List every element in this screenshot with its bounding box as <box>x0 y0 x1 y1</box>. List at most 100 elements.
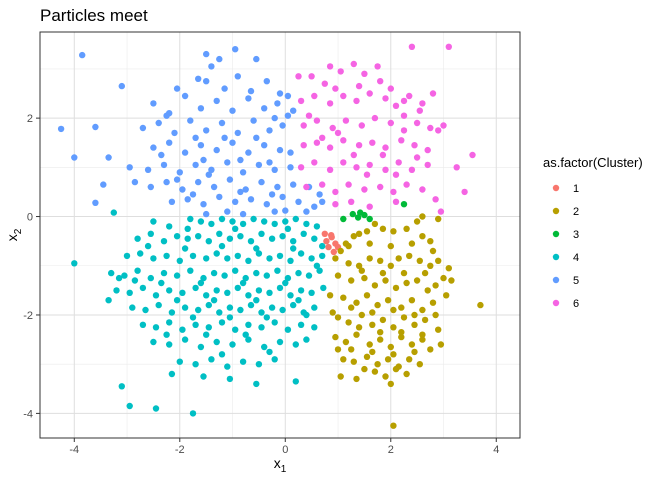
data-point-cluster-6 <box>305 112 313 119</box>
data-point-cluster-2 <box>443 292 450 299</box>
data-point-cluster-2 <box>445 265 452 272</box>
data-point-cluster-2 <box>379 316 387 324</box>
data-point-cluster-4 <box>131 277 139 284</box>
data-point-cluster-5 <box>79 51 86 59</box>
data-point-cluster-4 <box>282 279 289 287</box>
data-point-cluster-5 <box>216 193 223 201</box>
data-point-cluster-5 <box>303 208 310 215</box>
data-point-cluster-4 <box>205 301 212 309</box>
data-point-cluster-5 <box>213 97 220 105</box>
data-point-cluster-4 <box>195 233 202 240</box>
data-point-cluster-1 <box>325 243 332 251</box>
data-point-cluster-5 <box>189 191 197 198</box>
data-point-cluster-4 <box>181 304 189 311</box>
data-point-cluster-5 <box>261 105 268 112</box>
data-point-cluster-2 <box>427 346 434 353</box>
data-point-cluster-2 <box>448 277 455 284</box>
data-point-cluster-4 <box>308 289 315 296</box>
data-point-cluster-6 <box>377 183 384 191</box>
data-point-cluster-4 <box>210 297 218 304</box>
data-point-cluster-5 <box>150 100 157 107</box>
data-point-cluster-4 <box>237 306 244 314</box>
data-point-cluster-2 <box>440 274 447 282</box>
data-point-cluster-4 <box>121 272 128 279</box>
data-point-cluster-4 <box>242 331 249 338</box>
data-point-cluster-2 <box>374 301 381 309</box>
x-axis-title: x1 <box>274 455 287 475</box>
data-point-cluster-2 <box>398 333 405 341</box>
data-point-cluster-4 <box>129 304 136 311</box>
data-point-cluster-5 <box>279 122 286 129</box>
data-point-cluster-2 <box>408 297 416 304</box>
data-point-cluster-4 <box>118 383 126 390</box>
data-point-cluster-4 <box>176 358 183 365</box>
y-tick-label: -4 <box>23 408 33 420</box>
data-point-cluster-3 <box>349 210 356 218</box>
data-point-cluster-4 <box>297 287 305 294</box>
data-point-cluster-4 <box>200 373 207 380</box>
data-point-cluster-4 <box>300 230 307 237</box>
data-point-cluster-2 <box>419 336 426 343</box>
data-point-cluster-4 <box>139 284 147 292</box>
data-point-cluster-4 <box>245 257 252 264</box>
y-axis-title-main: x <box>4 234 20 241</box>
data-point-cluster-2 <box>477 301 484 309</box>
data-point-cluster-6 <box>332 188 339 196</box>
data-point-cluster-4 <box>226 235 234 242</box>
data-point-cluster-2 <box>421 316 429 324</box>
data-point-cluster-5 <box>284 92 292 100</box>
data-point-cluster-4 <box>276 338 284 346</box>
data-point-cluster-6 <box>427 124 434 132</box>
data-point-cluster-4 <box>255 287 263 294</box>
data-point-cluster-5 <box>268 191 276 198</box>
data-point-cluster-6 <box>353 97 360 105</box>
data-point-cluster-3 <box>361 211 368 219</box>
data-point-cluster-5 <box>171 129 178 137</box>
data-point-cluster-2 <box>334 272 342 279</box>
data-point-cluster-2 <box>421 269 429 277</box>
data-point-cluster-4 <box>263 272 270 279</box>
legend-key-5 <box>552 276 560 284</box>
data-point-cluster-5 <box>200 201 207 208</box>
data-point-cluster-4 <box>271 356 278 363</box>
data-point-cluster-5 <box>195 178 202 186</box>
data-point-cluster-2 <box>377 329 384 336</box>
data-point-cluster-4 <box>313 223 321 230</box>
data-point-cluster-5 <box>168 198 176 205</box>
data-point-cluster-2 <box>427 262 434 269</box>
data-point-cluster-4 <box>242 274 249 282</box>
data-point-cluster-5 <box>144 166 152 173</box>
data-point-cluster-6 <box>342 117 350 124</box>
data-point-cluster-4 <box>287 257 294 264</box>
data-point-cluster-6 <box>461 188 468 196</box>
data-point-cluster-2 <box>363 353 371 360</box>
data-point-cluster-4 <box>197 218 205 225</box>
data-point-cluster-4 <box>295 269 302 277</box>
data-point-cluster-4 <box>213 250 220 257</box>
data-point-cluster-4 <box>147 230 154 237</box>
data-point-cluster-4 <box>234 252 241 260</box>
data-point-cluster-5 <box>258 178 265 186</box>
data-point-cluster-2 <box>337 373 344 380</box>
data-point-cluster-4 <box>200 274 207 282</box>
data-point-cluster-2 <box>361 274 368 282</box>
data-point-cluster-5 <box>126 164 133 171</box>
data-point-cluster-6 <box>311 159 318 166</box>
legend-label-3: 3 <box>573 229 579 241</box>
data-point-cluster-5 <box>245 149 252 156</box>
data-point-cluster-6 <box>408 166 416 173</box>
data-point-cluster-6 <box>329 124 336 132</box>
data-point-cluster-5 <box>192 161 199 169</box>
data-point-cluster-4 <box>279 306 286 314</box>
data-point-cluster-6 <box>400 127 408 134</box>
data-point-cluster-2 <box>353 299 360 306</box>
y-axis-title-subscript: 2 <box>13 228 24 234</box>
data-point-cluster-4 <box>224 289 231 296</box>
data-point-cluster-4 <box>247 238 255 245</box>
data-point-cluster-5 <box>287 149 294 156</box>
data-point-cluster-4 <box>274 267 281 274</box>
data-point-cluster-4 <box>266 289 273 296</box>
data-point-cluster-2 <box>379 225 387 232</box>
data-point-cluster-6 <box>319 134 326 141</box>
chart-title: Particles meet <box>40 6 148 25</box>
